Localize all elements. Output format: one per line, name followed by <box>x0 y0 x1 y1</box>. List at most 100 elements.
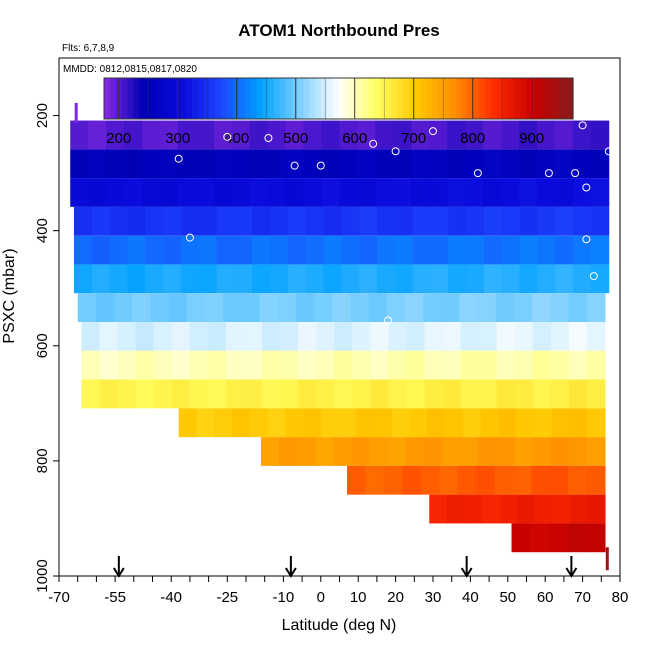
heatmap-cell <box>554 149 574 179</box>
heatmap-cell <box>323 206 342 236</box>
heatmap-cell <box>186 293 206 322</box>
heatmap-cell <box>483 235 503 265</box>
heatmap-cell <box>260 437 280 466</box>
colorbar-swatch <box>203 78 211 119</box>
heatmap-cell <box>375 178 394 207</box>
x-tick-label: 40 <box>462 589 479 606</box>
heatmap-cell <box>377 206 396 236</box>
heatmap-cell <box>109 206 128 236</box>
heatmap-cell <box>514 379 534 409</box>
heatmap-cell <box>573 264 592 294</box>
colorbar-swatch <box>344 78 351 119</box>
heatmap-cell <box>430 206 449 236</box>
colorbar-tick-label: 300 <box>165 130 190 147</box>
heatmap-cell <box>163 206 182 236</box>
heatmap-cell <box>448 264 467 294</box>
colorbar-swatch <box>256 78 263 119</box>
heatmap-cell <box>550 379 570 409</box>
heatmap-cell <box>287 264 307 294</box>
heatmap-cell <box>480 408 499 438</box>
heatmap-cell <box>411 120 430 150</box>
observation-point <box>589 272 598 281</box>
heatmap-cell <box>350 293 370 322</box>
heatmap-cell <box>478 437 497 466</box>
heatmap-cell <box>586 437 606 466</box>
colorbar-swatch <box>426 78 433 119</box>
heatmap-cell <box>163 264 182 294</box>
heatmap-cell <box>277 293 297 322</box>
heatmap-cell <box>261 322 281 351</box>
colorbar-swatch <box>121 78 129 119</box>
heatmap-cell <box>339 178 358 207</box>
heatmap-cell <box>357 120 376 150</box>
x-tick-label: -40 <box>160 589 182 606</box>
x-axis-label: Latitude (deg N) <box>282 617 397 634</box>
colorbar-swatch <box>444 78 451 119</box>
heatmap-cell <box>180 206 200 236</box>
heatmap-cell <box>447 149 466 179</box>
heatmap-cell <box>159 178 179 207</box>
heatmap-cell <box>124 120 143 150</box>
heatmap-cell <box>519 178 538 207</box>
heatmap-cell <box>568 379 588 409</box>
colorbar-tick-label: 200 <box>106 130 131 147</box>
heatmap-cell <box>460 322 480 351</box>
heatmap-cell <box>357 178 376 207</box>
heatmap-cell <box>73 264 93 294</box>
colorbar-swatch <box>526 78 533 119</box>
colorbar-frame <box>103 77 574 120</box>
x-tick-label: -25 <box>216 589 238 606</box>
heatmap-cell <box>341 235 360 265</box>
heatmap-cell <box>127 264 146 294</box>
colorbar-swatch <box>250 78 258 119</box>
heatmap-cell <box>567 523 587 553</box>
heatmap-cell <box>214 408 233 438</box>
heatmap-cell <box>189 322 209 351</box>
colorbar-swatch <box>432 78 439 119</box>
heatmap-cell <box>568 350 588 380</box>
heatmap-cell <box>590 206 610 236</box>
heatmap-cell <box>124 149 143 179</box>
colorbar-swatch <box>227 78 234 119</box>
heatmap-cell <box>519 120 538 150</box>
y-tick-label: 1000 <box>34 559 51 592</box>
heatmap-cell <box>478 379 498 409</box>
heatmap-cell <box>430 264 449 294</box>
heatmap-cell <box>519 206 538 236</box>
heatmap-cell <box>321 120 340 150</box>
colorbar-swatch <box>391 78 398 119</box>
heatmap-cell <box>177 178 197 207</box>
heatmap-cell <box>142 120 161 150</box>
heatmap-cell <box>481 494 501 524</box>
colorbar-swatch <box>104 78 111 119</box>
heatmap-cell <box>142 178 161 207</box>
heatmap-cell <box>180 235 200 265</box>
heatmap-cell <box>532 322 552 351</box>
heatmap-cell <box>459 293 479 322</box>
heatmap-cell <box>223 293 242 322</box>
heatmap-cell <box>334 350 353 380</box>
colorbar-swatch <box>133 78 140 119</box>
x-tick-label: 70 <box>574 589 591 606</box>
heatmap-cell <box>573 235 592 265</box>
y-axis-label: PSXC (mbar) <box>1 248 18 343</box>
heatmap-cell <box>207 350 227 380</box>
x-tick-label: 0 <box>317 589 325 606</box>
colorbar-swatch <box>291 78 299 119</box>
heatmap-cell <box>298 379 317 409</box>
heatmap-cell <box>568 465 588 495</box>
heatmap-cell <box>195 149 215 179</box>
heatmap-cell <box>241 293 261 322</box>
heatmap-cell <box>464 494 483 524</box>
heatmap-cell <box>204 293 224 322</box>
heatmap-cell <box>411 178 430 207</box>
heatmap-cell <box>394 264 414 294</box>
heatmap-cell <box>536 149 556 179</box>
heatmap-cell <box>315 437 334 466</box>
x-axis: -70 -55 -40 -25 -10 0 10 20 30 40 50 60 70 80 <box>48 576 628 606</box>
colorbar-swatch <box>274 78 281 119</box>
heatmap-cell <box>496 350 516 380</box>
colorbar-swatch <box>555 78 562 119</box>
colorbar-swatch <box>244 78 252 119</box>
colorbar-swatch <box>385 78 392 119</box>
